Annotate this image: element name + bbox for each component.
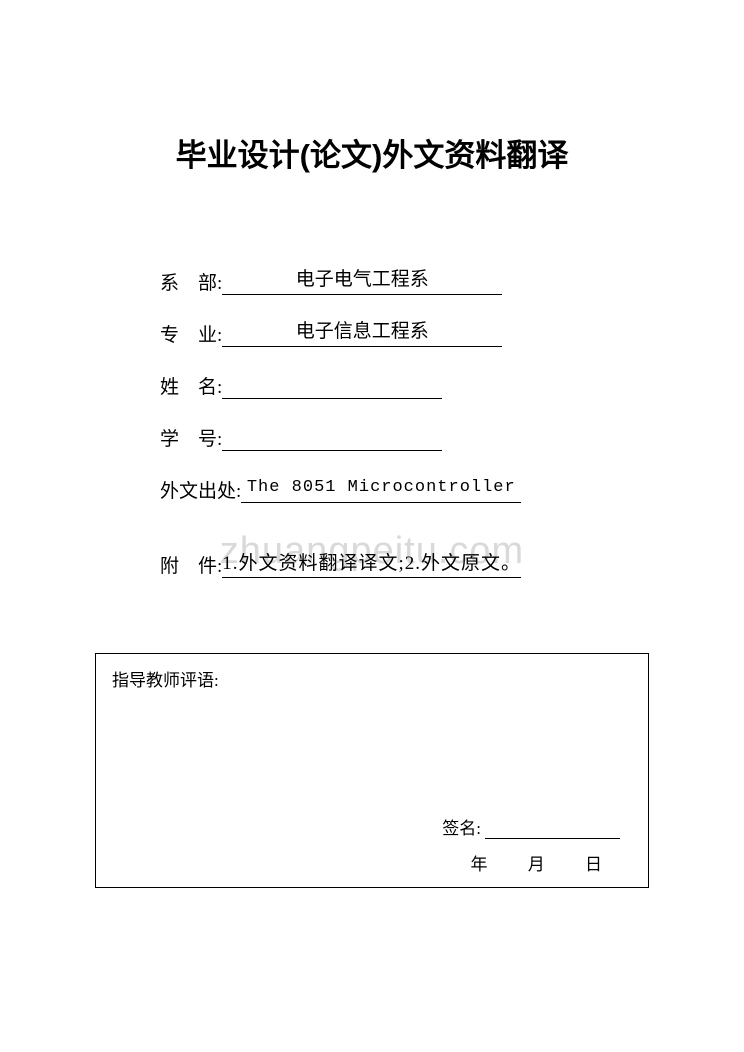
label-source: 外文出处: bbox=[160, 476, 241, 503]
row-attachment: 附 件: 1.外文资料翻译译文;2.外文原文。 bbox=[160, 548, 609, 578]
value-student-id bbox=[222, 425, 442, 451]
value-department: 电子电气工程系 bbox=[222, 269, 502, 295]
label-major: 专 业: bbox=[160, 320, 222, 347]
signature-line bbox=[485, 838, 620, 839]
form-area: 系 部: 电子电气工程系 专 业: 电子信息工程系 姓 名: 学 号: 外文出处… bbox=[160, 265, 609, 578]
comment-heading: 指导教师评语: bbox=[112, 666, 632, 691]
row-student-id: 学 号: bbox=[160, 421, 609, 451]
date-area: 年 月 日 bbox=[471, 850, 621, 875]
label-attachment: 附 件: bbox=[160, 551, 222, 578]
row-major: 专 业: 电子信息工程系 bbox=[160, 317, 609, 347]
label-department: 系 部: bbox=[160, 268, 222, 295]
value-name bbox=[222, 373, 442, 399]
row-source: 外文出处: The 8051 Microcontroller bbox=[160, 473, 609, 503]
signature-label: 签名: bbox=[442, 814, 481, 839]
page-title: 毕业设计(论文)外文资料翻译 bbox=[95, 130, 649, 175]
row-department: 系 部: 电子电气工程系 bbox=[160, 265, 609, 295]
signature-area: 签名: bbox=[442, 814, 620, 839]
label-student-id: 学 号: bbox=[160, 424, 222, 451]
document-page: 毕业设计(论文)外文资料翻译 系 部: 电子电气工程系 专 业: 电子信息工程系… bbox=[0, 0, 744, 948]
value-major: 电子信息工程系 bbox=[222, 321, 502, 347]
label-name: 姓 名: bbox=[160, 372, 222, 399]
comment-box: 指导教师评语: 签名: 年 月 日 bbox=[95, 653, 649, 888]
value-source: The 8051 Microcontroller bbox=[241, 477, 521, 503]
value-attachment: 1.外文资料翻译译文;2.外文原文。 bbox=[222, 548, 521, 578]
row-name: 姓 名: bbox=[160, 369, 609, 399]
